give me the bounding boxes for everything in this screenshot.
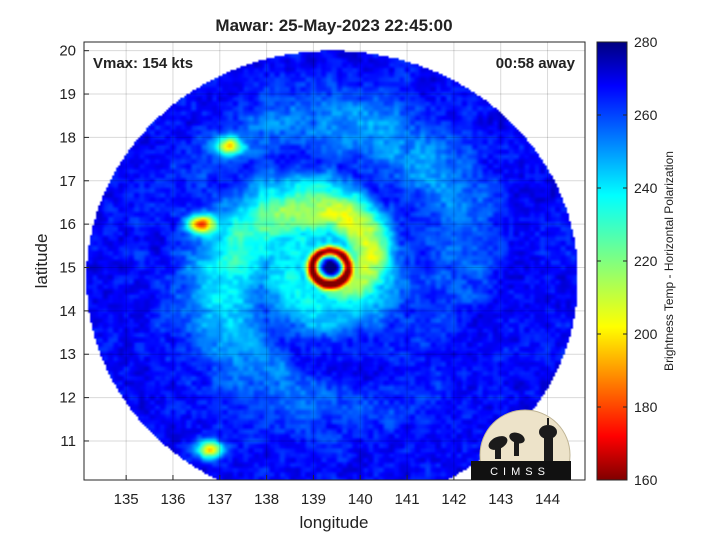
time-away-annotation: 00:58 away <box>496 55 576 72</box>
colorbar-tick-label: 280 <box>634 34 658 50</box>
y-tick-label: 19 <box>59 86 76 103</box>
x-tick-label: 136 <box>160 491 185 508</box>
cimss-logo: CIMSS <box>471 409 571 480</box>
colorbar-tick-label: 220 <box>634 253 658 269</box>
colorbar-tick-label: 240 <box>634 180 658 196</box>
y-tick-label: 20 <box>59 43 76 60</box>
y-tick-label: 15 <box>59 260 76 277</box>
x-axis-label: longitude <box>299 513 368 532</box>
y-tick-label: 12 <box>59 390 76 407</box>
colorbar <box>596 41 628 481</box>
colorbar-tick-label: 260 <box>634 107 658 123</box>
axes-frame <box>83 41 586 481</box>
colorbar-tick-label: 160 <box>634 472 658 488</box>
x-tick-label: 139 <box>301 491 326 508</box>
y-axis-label: latitude <box>32 234 51 289</box>
brightness-temp-heatmap <box>84 42 585 480</box>
x-tick-label: 144 <box>535 491 560 508</box>
x-axis: 135 136 137 138 139 140 141 142 143 144 <box>114 475 560 508</box>
colorbar-tick-label: 180 <box>634 399 658 415</box>
x-tick-label: 138 <box>254 491 279 508</box>
x-tick-label: 140 <box>348 491 373 508</box>
y-axis: 11 12 13 14 15 16 17 18 19 20 <box>59 43 89 450</box>
y-tick-label: 16 <box>59 216 76 233</box>
colorbar-tick-label: 200 <box>634 326 658 342</box>
vmax-annotation: Vmax: 154 kts <box>93 55 193 72</box>
y-tick-label: 11 <box>60 433 76 450</box>
y-tick-label: 17 <box>59 173 76 190</box>
x-tick-label: 135 <box>114 491 139 508</box>
colorbar-label: Brightness Temp - Horizontal Polarizatio… <box>662 151 676 371</box>
cimss-logo-text: CIMSS <box>490 466 550 478</box>
colorbar-ticks: 160 180 200 220 240 260 280 <box>597 34 658 488</box>
x-tick-label: 137 <box>207 491 232 508</box>
y-tick-label: 18 <box>59 129 76 146</box>
x-tick-label: 142 <box>441 491 466 508</box>
chart-title: Mawar: 25-May-2023 22:45:00 <box>215 16 452 35</box>
x-tick-label: 141 <box>395 491 420 508</box>
y-tick-label: 13 <box>59 346 76 363</box>
y-tick-label: 14 <box>59 303 76 320</box>
x-tick-label: 143 <box>488 491 513 508</box>
grid <box>84 42 585 480</box>
